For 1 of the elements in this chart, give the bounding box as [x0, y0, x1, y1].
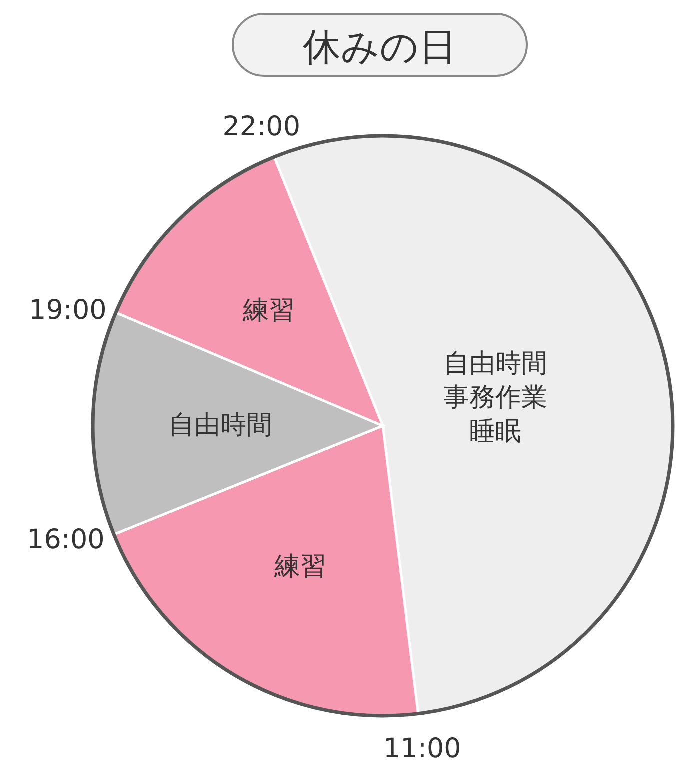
title: 休みの日: [303, 25, 457, 69]
